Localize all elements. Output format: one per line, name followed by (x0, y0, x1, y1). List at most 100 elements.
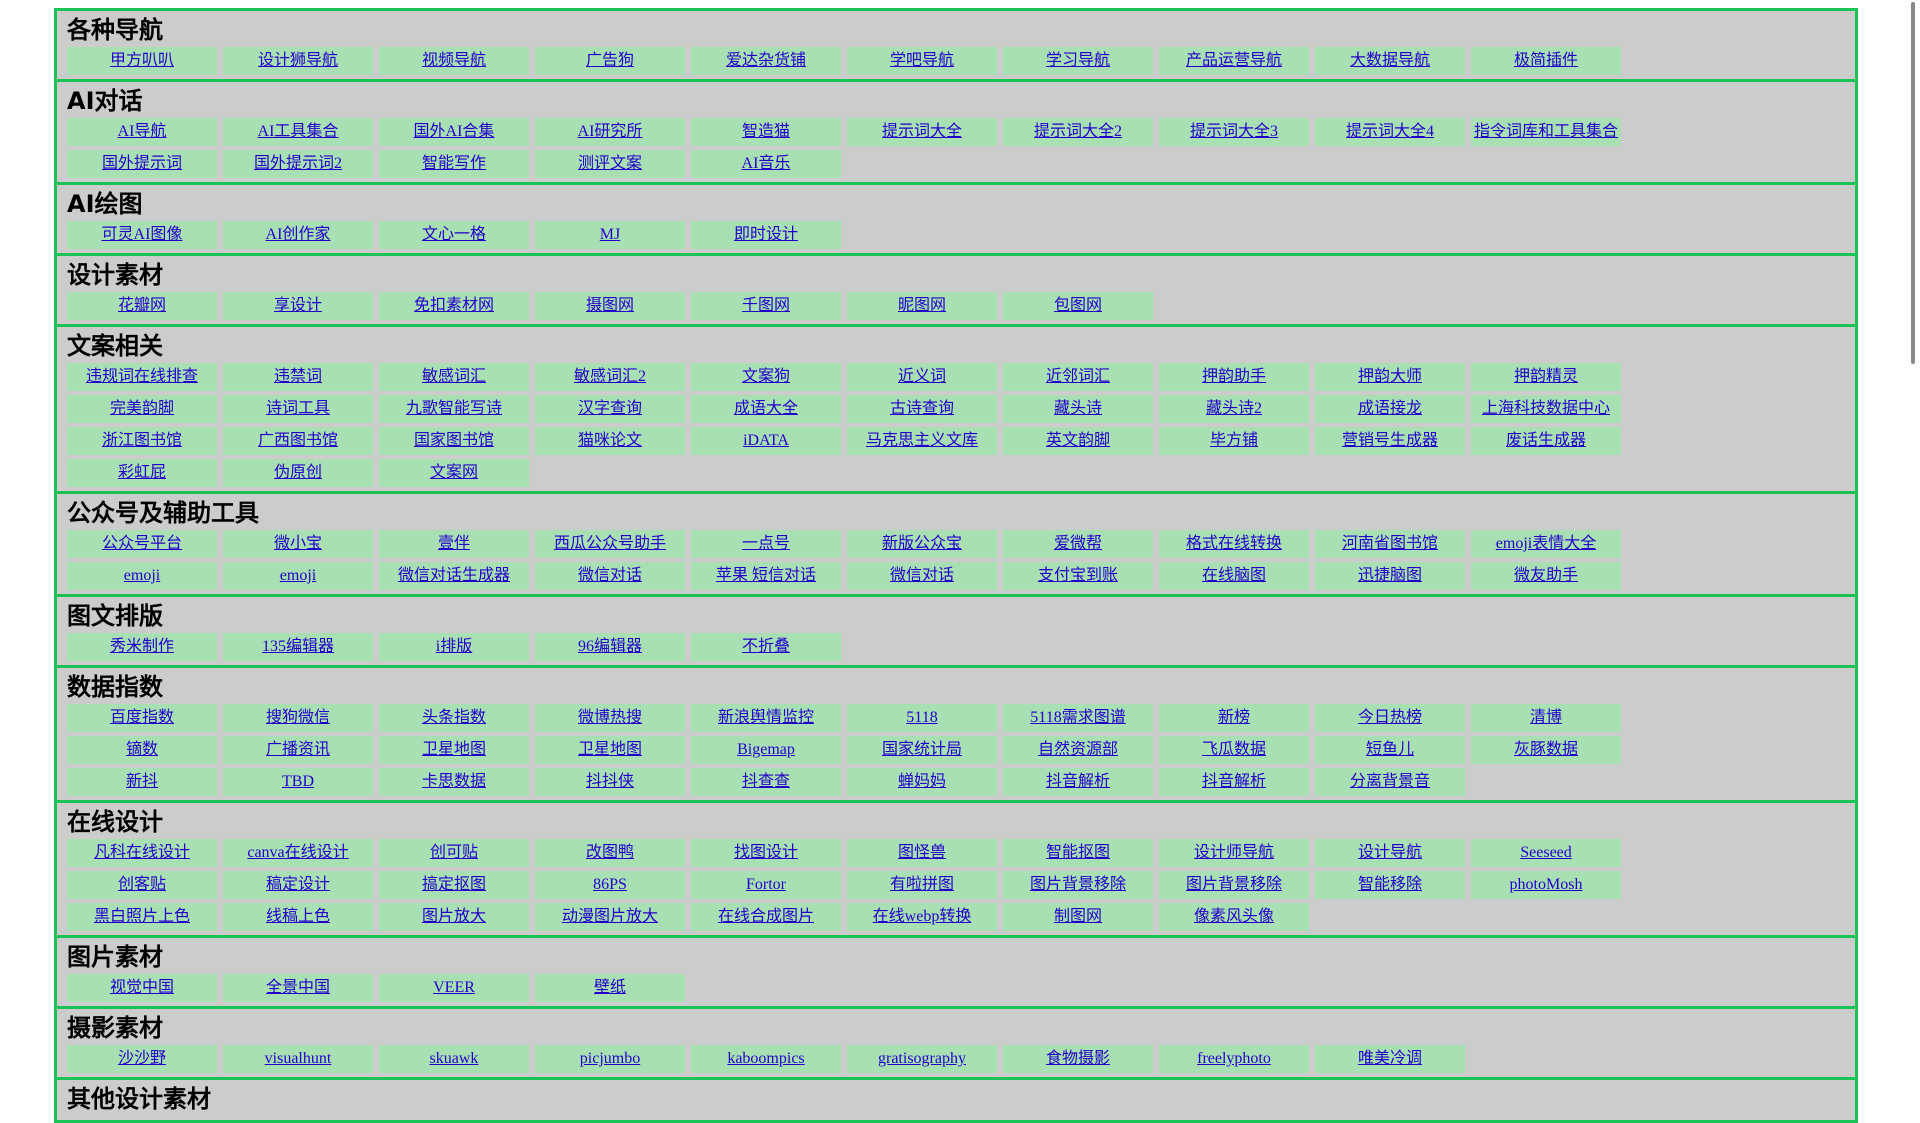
nav-link[interactable]: 微博热搜 (535, 704, 685, 732)
nav-link[interactable]: 沙沙野 (67, 1045, 217, 1073)
nav-link[interactable]: 甲方叭叭 (67, 47, 217, 75)
nav-link[interactable]: 违禁词 (223, 363, 373, 391)
nav-link[interactable]: 西瓜公众号助手 (535, 530, 685, 558)
nav-link[interactable]: 汉字查询 (535, 395, 685, 423)
nav-link[interactable]: 马克思主义文库 (847, 427, 997, 455)
nav-link[interactable]: 创客贴 (67, 871, 217, 899)
nav-link[interactable]: photoMosh (1471, 871, 1621, 899)
nav-link[interactable]: 藏头诗2 (1159, 395, 1309, 423)
nav-link[interactable]: 国外提示词2 (223, 150, 373, 178)
nav-link[interactable]: 86PS (535, 871, 685, 899)
nav-link[interactable]: 在线webp转换 (847, 903, 997, 931)
nav-link[interactable]: 飞瓜数据 (1159, 736, 1309, 764)
nav-link[interactable]: 动漫图片放大 (535, 903, 685, 931)
nav-link[interactable]: Fortor (691, 871, 841, 899)
nav-link[interactable]: 支付宝到账 (1003, 562, 1153, 590)
nav-link[interactable]: 微友助手 (1471, 562, 1621, 590)
nav-link[interactable]: 免扣素材网 (379, 292, 529, 320)
nav-link[interactable]: 图怪兽 (847, 839, 997, 867)
nav-link[interactable]: 凡科在线设计 (67, 839, 217, 867)
nav-link[interactable]: 不折叠 (691, 633, 841, 661)
nav-link[interactable]: 格式在线转换 (1159, 530, 1309, 558)
vertical-scrollbar[interactable] (1906, 0, 1920, 1080)
nav-link[interactable]: freelyphoto (1159, 1045, 1309, 1073)
nav-link[interactable]: 自然资源部 (1003, 736, 1153, 764)
nav-link[interactable]: 废话生成器 (1471, 427, 1621, 455)
nav-link[interactable]: 96编辑器 (535, 633, 685, 661)
nav-link[interactable]: 广告狗 (535, 47, 685, 75)
nav-link[interactable]: AI音乐 (691, 150, 841, 178)
nav-link[interactable]: 苹果 短信对话 (691, 562, 841, 590)
nav-link[interactable]: 卡思数据 (379, 768, 529, 796)
nav-link[interactable]: 食物摄影 (1003, 1045, 1153, 1073)
nav-link[interactable]: 135编辑器 (223, 633, 373, 661)
nav-link[interactable]: 清博 (1471, 704, 1621, 732)
nav-link[interactable]: 摄图网 (535, 292, 685, 320)
nav-link[interactable]: 营销号生成器 (1315, 427, 1465, 455)
nav-link[interactable]: 图片背景移除 (1003, 871, 1153, 899)
nav-link[interactable]: 抖音解析 (1159, 768, 1309, 796)
nav-link[interactable]: 抖查查 (691, 768, 841, 796)
nav-link[interactable]: 智造猫 (691, 118, 841, 146)
nav-link[interactable]: 敏感词汇 (379, 363, 529, 391)
nav-link[interactable]: 指令词库和工具集合 (1471, 118, 1621, 146)
nav-link[interactable]: 找图设计 (691, 839, 841, 867)
nav-link[interactable]: 爱微帮 (1003, 530, 1153, 558)
nav-link[interactable]: 微小宝 (223, 530, 373, 558)
nav-link[interactable]: 广播资讯 (223, 736, 373, 764)
nav-link[interactable]: 国外提示词 (67, 150, 217, 178)
nav-link[interactable]: 智能写作 (379, 150, 529, 178)
nav-link[interactable]: 设计师导航 (1159, 839, 1309, 867)
nav-link[interactable]: kaboompics (691, 1045, 841, 1073)
nav-link[interactable]: 违规词在线排查 (67, 363, 217, 391)
nav-link[interactable]: 毕方铺 (1159, 427, 1309, 455)
nav-link[interactable]: iDATA (691, 427, 841, 455)
nav-link[interactable]: Bigemap (691, 736, 841, 764)
nav-link[interactable]: VEER (379, 974, 529, 1002)
nav-link[interactable]: 短鱼儿 (1315, 736, 1465, 764)
nav-link[interactable]: 微信对话 (535, 562, 685, 590)
nav-link[interactable]: 卫星地图 (535, 736, 685, 764)
nav-link[interactable]: picjumbo (535, 1045, 685, 1073)
nav-link[interactable]: 押韵大师 (1315, 363, 1465, 391)
nav-link[interactable]: 全景中国 (223, 974, 373, 1002)
nav-link[interactable]: 文案狗 (691, 363, 841, 391)
nav-link[interactable]: 一点号 (691, 530, 841, 558)
nav-link[interactable]: 九歌智能写诗 (379, 395, 529, 423)
nav-link[interactable]: AI工具集合 (223, 118, 373, 146)
nav-link[interactable]: 文心一格 (379, 221, 529, 249)
nav-link[interactable]: 线稿上色 (223, 903, 373, 931)
nav-link[interactable]: 新浪舆情监控 (691, 704, 841, 732)
nav-link[interactable]: 千图网 (691, 292, 841, 320)
nav-link[interactable]: 在线合成图片 (691, 903, 841, 931)
nav-link[interactable]: 学习导航 (1003, 47, 1153, 75)
nav-link[interactable]: 广西图书馆 (223, 427, 373, 455)
nav-link[interactable]: 百度指数 (67, 704, 217, 732)
nav-link[interactable]: 蝉妈妈 (847, 768, 997, 796)
nav-link[interactable]: 成语大全 (691, 395, 841, 423)
nav-link[interactable]: 壁纸 (535, 974, 685, 1002)
nav-link[interactable]: 设计狮导航 (223, 47, 373, 75)
nav-link[interactable]: 黑白照片上色 (67, 903, 217, 931)
nav-link[interactable]: 河南省图书馆 (1315, 530, 1465, 558)
nav-link[interactable]: 创可贴 (379, 839, 529, 867)
nav-link[interactable]: 新版公众宝 (847, 530, 997, 558)
nav-link[interactable]: 提示词大全4 (1315, 118, 1465, 146)
nav-link[interactable]: 古诗查询 (847, 395, 997, 423)
nav-link[interactable]: 微信对话生成器 (379, 562, 529, 590)
nav-link[interactable]: 头条指数 (379, 704, 529, 732)
nav-link[interactable]: 像素风头像 (1159, 903, 1309, 931)
nav-link[interactable]: 近义词 (847, 363, 997, 391)
nav-link[interactable]: 公众号平台 (67, 530, 217, 558)
nav-link[interactable]: 近邻词汇 (1003, 363, 1153, 391)
nav-link[interactable]: 新抖 (67, 768, 217, 796)
nav-link[interactable]: 押韵助手 (1159, 363, 1309, 391)
nav-link[interactable]: 完美韵脚 (67, 395, 217, 423)
nav-link[interactable]: 押韵精灵 (1471, 363, 1621, 391)
nav-link[interactable]: canva在线设计 (223, 839, 373, 867)
nav-link[interactable]: 英文韵脚 (1003, 427, 1153, 455)
nav-link[interactable]: 5118 (847, 704, 997, 732)
nav-link[interactable]: 搜狗微信 (223, 704, 373, 732)
nav-link[interactable]: 稿定设计 (223, 871, 373, 899)
nav-link[interactable]: 国家统计局 (847, 736, 997, 764)
